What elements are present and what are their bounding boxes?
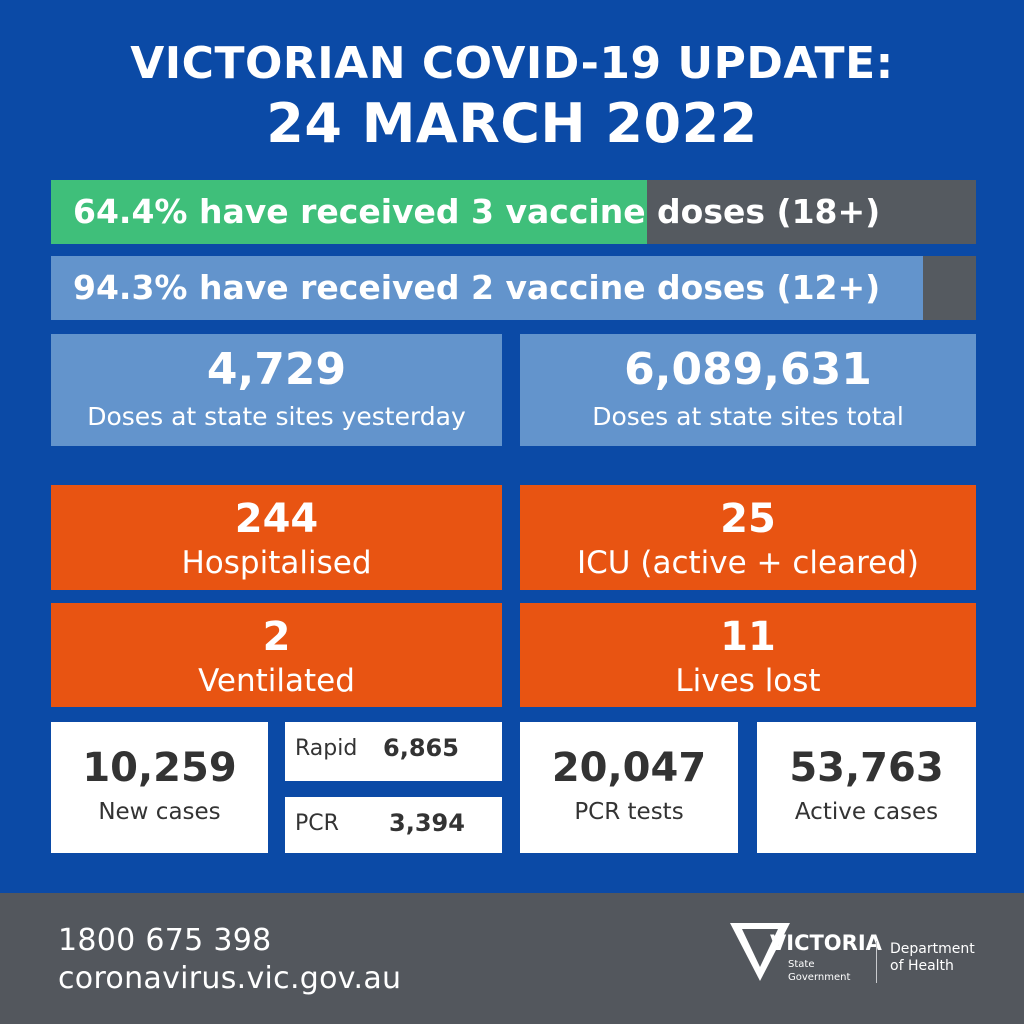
hospitalised-value: 244 <box>234 496 319 542</box>
vaccine-bar-3-doses: 64.4% have received 3 vaccine doses (18+… <box>51 180 976 244</box>
department-of-health: Department of Health <box>890 941 975 975</box>
new-cases-label: New cases <box>98 799 221 825</box>
new-cases-value: 10,259 <box>82 745 237 791</box>
pcr-tests-label: PCR tests <box>574 799 684 825</box>
department-line-1: Department <box>890 941 975 957</box>
pcr-label: PCR <box>295 811 339 836</box>
department-line-2: of Health <box>890 958 954 974</box>
ventilated-card: 2 Ventilated <box>51 603 502 707</box>
vaccine-bar-2-doses: 94.3% have received 2 vaccine doses (12+… <box>51 256 976 320</box>
ventilated-label: Ventilated <box>198 663 355 699</box>
hospitalised-card: 244 Hospitalised <box>51 485 502 590</box>
doses-total-card: 6,089,631 Doses at state sites total <box>520 334 976 446</box>
logo-divider <box>876 941 877 983</box>
doses-yesterday-label: Doses at state sites yesterday <box>87 402 466 431</box>
active-cases-card: 53,763 Active cases <box>757 722 976 853</box>
rapid-label: Rapid <box>295 736 358 761</box>
new-cases-card: 10,259 New cases <box>51 722 268 853</box>
victoria-logo-name: VICTORIA <box>770 931 882 955</box>
lives-lost-label: Lives lost <box>675 663 821 699</box>
icu-label: ICU (active + cleared) <box>577 545 919 581</box>
lives-lost-value: 11 <box>720 614 776 660</box>
rapid-card: Rapid 6,865 <box>285 722 502 781</box>
pcr-card: PCR 3,394 <box>285 797 502 853</box>
pcr-value: 3,394 <box>389 809 465 837</box>
title-date: 24 MARCH 2022 <box>266 92 758 155</box>
lives-lost-card: 11 Lives lost <box>520 603 976 707</box>
victoria-chevron-icon <box>730 923 790 981</box>
website-link[interactable]: coronavirus.vic.gov.au <box>58 961 402 996</box>
victoria-logo-government: Government <box>788 972 851 983</box>
ventilated-value: 2 <box>262 614 291 660</box>
doses-total-label: Doses at state sites total <box>592 402 904 431</box>
doses-total-value: 6,089,631 <box>624 344 872 395</box>
active-cases-value: 53,763 <box>789 745 944 791</box>
hospitalised-label: Hospitalised <box>181 545 372 581</box>
footer: 1800 675 398 coronavirus.vic.gov.au VICT… <box>0 893 1024 1024</box>
phone-number: 1800 675 398 <box>58 923 272 958</box>
icu-card: 25 ICU (active + cleared) <box>520 485 976 590</box>
pcr-tests-card: 20,047 PCR tests <box>520 722 738 853</box>
doses-yesterday-value: 4,729 <box>206 344 347 395</box>
doses-yesterday-card: 4,729 Doses at state sites yesterday <box>51 334 502 446</box>
pcr-tests-value: 20,047 <box>551 745 707 791</box>
victoria-logo: VICTORIA State Government <box>730 923 882 993</box>
active-cases-label: Active cases <box>794 799 939 825</box>
vaccine-bar-3-doses-fill <box>51 180 647 244</box>
vaccine-bar-3-doses-label: 64.4% have received 3 vaccine doses (18+… <box>73 192 881 231</box>
icu-value: 25 <box>720 496 776 542</box>
vaccine-bar-2-doses-label: 94.3% have received 2 vaccine doses (12+… <box>73 268 881 307</box>
vaccine-bar-2-doses-fill <box>51 256 924 320</box>
rapid-value: 6,865 <box>383 734 459 762</box>
title-line-1: VICTORIAN COVID-19 UPDATE: <box>130 38 894 89</box>
victoria-logo-state: State <box>788 959 815 970</box>
